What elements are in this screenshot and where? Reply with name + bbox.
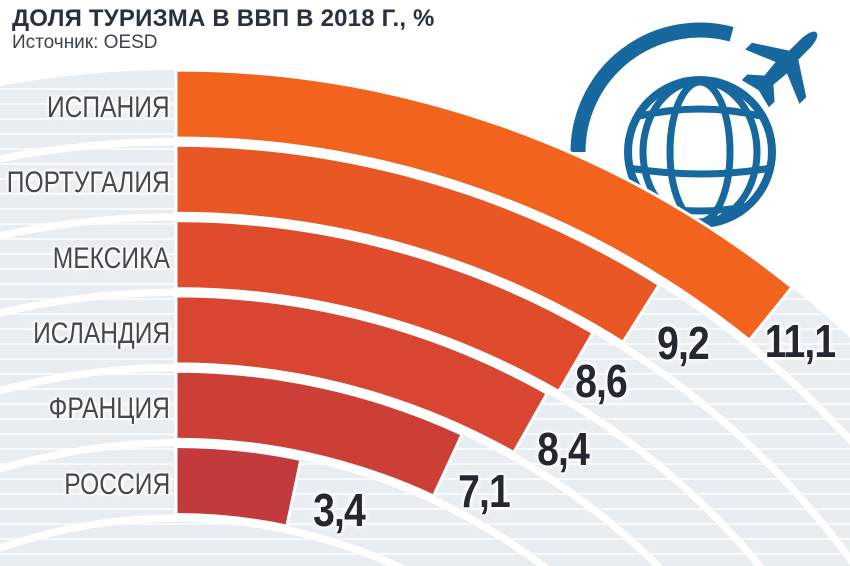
pinstripe-line xyxy=(0,493,850,495)
chart-source: Источник: OESD xyxy=(12,32,158,53)
bar-arc-3 xyxy=(174,219,596,394)
bar-arc-6 xyxy=(174,444,303,528)
bar-arc-5 xyxy=(174,369,465,498)
chart-title: ДОЛЯ ТУРИЗМА В ВВП В 2018 Г., % xyxy=(12,5,435,32)
bar-arcs xyxy=(174,68,795,528)
bar-arc-2 xyxy=(174,143,662,345)
globe-parallel-icon xyxy=(639,105,761,120)
pinstripe-line xyxy=(0,523,850,525)
value-label-4: 8,4 xyxy=(537,423,590,475)
value-label-2: 9,2 xyxy=(657,317,710,369)
value-label-3: 8,6 xyxy=(575,355,628,407)
value-label-5: 7,1 xyxy=(458,465,511,517)
country-label-3: МЕКСИКА xyxy=(52,241,170,275)
pinstripe-line xyxy=(0,538,850,540)
pinstripe-line xyxy=(0,553,850,555)
country-label-2: ПОРТУГАЛИЯ xyxy=(7,166,170,200)
orbit-arc-icon xyxy=(570,22,734,153)
value-label-6: 3,4 xyxy=(313,484,366,536)
country-label-4: ИСЛАНДИЯ xyxy=(32,316,170,350)
bar-arc-1 xyxy=(174,68,795,343)
country-label-1: ИСПАНИЯ xyxy=(47,91,170,124)
bar-arc-4 xyxy=(174,294,550,455)
country-label-5: ФРАНЦИЯ xyxy=(48,392,170,426)
airplane-icon xyxy=(741,31,818,108)
globe-parallel-icon xyxy=(628,164,772,178)
value-label-1: 11,1 xyxy=(764,315,836,367)
pinstripe-line xyxy=(0,508,850,510)
pinstripe-line xyxy=(0,253,850,255)
pinstripe-line xyxy=(0,88,850,90)
country-label-6: РОССИЯ xyxy=(64,467,170,501)
